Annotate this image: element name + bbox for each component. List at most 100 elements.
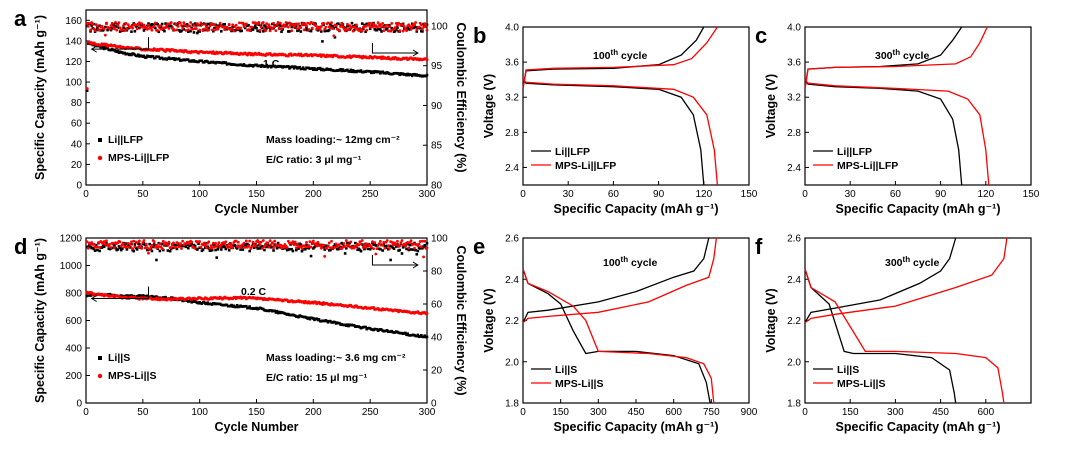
ce-point xyxy=(333,245,337,249)
ce-point xyxy=(222,25,225,29)
ce-point xyxy=(318,28,322,32)
ce-point xyxy=(285,246,289,249)
ce-point xyxy=(122,242,125,246)
capacity-point xyxy=(425,73,429,77)
ce-point xyxy=(272,249,275,252)
ce-point xyxy=(114,21,117,24)
ce-point xyxy=(322,245,325,249)
x-tick-label: 300 xyxy=(887,407,904,418)
ce-point xyxy=(158,24,162,28)
ce-point xyxy=(135,241,139,245)
y2-axis-label: Coulombic Efficiency (%) xyxy=(454,22,468,172)
capacity-point xyxy=(144,56,148,59)
cycle-suffix: cycle xyxy=(900,50,929,62)
ce-point xyxy=(102,27,106,31)
ce-point xyxy=(145,27,149,31)
ce-point xyxy=(219,248,223,251)
ce-point xyxy=(369,22,373,25)
ce-point xyxy=(279,24,282,27)
ce-point xyxy=(113,243,116,247)
ce-point xyxy=(322,23,325,27)
legend-marker xyxy=(98,138,102,142)
y-tick-label: 1.8 xyxy=(787,399,801,410)
y2-tick-label: 0 xyxy=(431,399,437,410)
ce-point xyxy=(398,244,402,248)
ce-point xyxy=(214,241,217,245)
ce-point xyxy=(172,241,175,245)
legend-label: MPS-Li||LFP xyxy=(837,160,898,172)
ce-point xyxy=(126,241,130,245)
ce-point xyxy=(231,25,234,29)
ce-point xyxy=(379,28,382,31)
ce-point xyxy=(175,28,179,32)
ce-point xyxy=(145,246,149,250)
ce-point xyxy=(368,27,372,31)
ce-point xyxy=(302,28,306,32)
ce-point xyxy=(321,40,324,43)
ce-point xyxy=(176,22,180,25)
ce-point xyxy=(404,244,407,248)
ce-point xyxy=(176,242,180,245)
ce-point xyxy=(97,241,100,244)
capacity-point xyxy=(287,65,290,68)
capacity-point xyxy=(224,61,228,64)
ce-point xyxy=(95,24,99,28)
y2-tick-label: 80 xyxy=(431,267,443,278)
ce-point xyxy=(307,28,311,32)
ce-point xyxy=(183,23,187,27)
ce-point xyxy=(230,27,233,30)
ce-point xyxy=(188,24,191,28)
ce-point xyxy=(398,29,402,32)
ce-point xyxy=(234,23,238,27)
ce-point xyxy=(239,248,242,251)
y-tick-label: 140 xyxy=(65,36,82,47)
ce-point xyxy=(135,27,139,31)
ce-point xyxy=(299,243,303,246)
ce-point xyxy=(142,239,146,242)
y-tick-label: 80 xyxy=(71,98,83,109)
ce-point xyxy=(408,25,412,28)
ce-point xyxy=(388,247,391,250)
ce-point xyxy=(182,21,186,25)
ce-point xyxy=(360,22,364,25)
capacity-point xyxy=(234,305,238,309)
x-tick-label: 30 xyxy=(845,189,857,200)
ce-point xyxy=(141,241,145,244)
ce-point xyxy=(291,240,295,244)
ce-point xyxy=(299,30,303,33)
ce-point xyxy=(276,241,280,245)
ce-point xyxy=(156,29,160,32)
ce-point xyxy=(125,245,129,248)
ce-point xyxy=(283,23,287,27)
ce-point xyxy=(261,239,265,242)
x-tick-label: 120 xyxy=(977,189,994,200)
x-tick-label: 0 xyxy=(83,407,89,418)
ce-point xyxy=(159,25,163,29)
ce-point xyxy=(392,247,396,250)
plot-frame xyxy=(804,26,1032,186)
ce-point xyxy=(203,243,207,247)
capacity-point xyxy=(154,56,157,60)
ce-point xyxy=(181,26,185,30)
discharge-curve-0 xyxy=(804,79,963,186)
ce-point xyxy=(157,30,161,34)
ce-point xyxy=(329,248,332,252)
panel-d: d0 50 100 150 200 250 300020040060080010001200… xyxy=(14,234,468,435)
panel-c: c 0 30 60 90 120 150 2.4 2.8 3.2 3.6 4.0 Specific Ca… xyxy=(755,23,1040,217)
ce-point xyxy=(385,27,389,30)
ce-point xyxy=(201,248,205,251)
ce-point xyxy=(202,27,206,31)
ce-point xyxy=(235,247,239,250)
y-tick-label: 600 xyxy=(65,316,82,327)
ce-point xyxy=(254,24,257,28)
ce-point xyxy=(141,25,145,29)
x-tick-label: 90 xyxy=(935,189,947,200)
ce-point xyxy=(156,23,159,26)
ce-point xyxy=(217,25,221,29)
y-axis-label: Voltage (V) xyxy=(764,288,778,352)
cycle-number: 100 xyxy=(593,50,611,62)
ce-point xyxy=(369,245,373,249)
ce-point xyxy=(133,242,137,246)
ce-point xyxy=(417,25,421,29)
capacity-point xyxy=(398,73,402,77)
